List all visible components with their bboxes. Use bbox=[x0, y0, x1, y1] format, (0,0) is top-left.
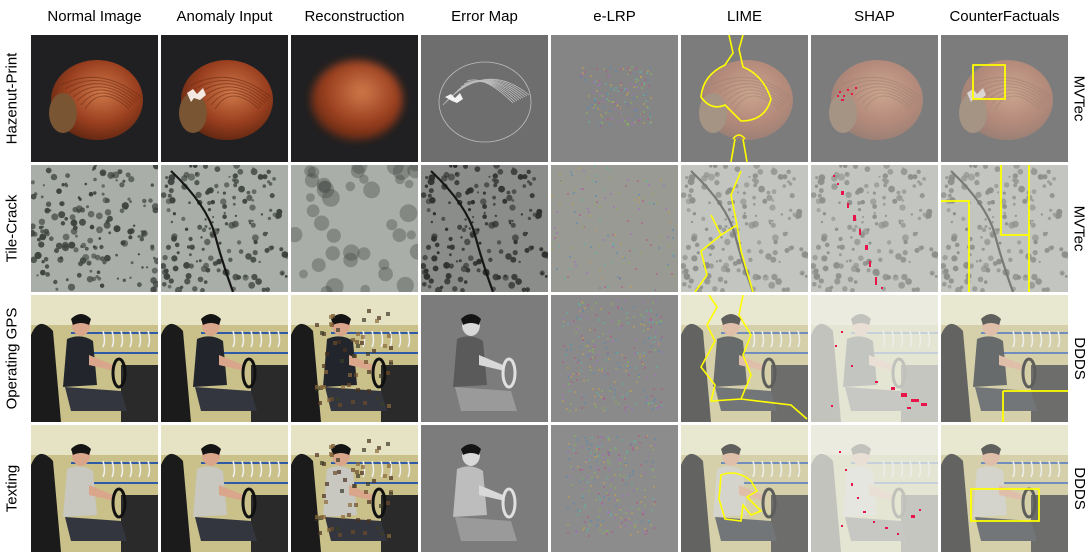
row-label-texting: Texting bbox=[0, 425, 24, 552]
row-label-tile-crack: Tile-Crack bbox=[0, 165, 24, 292]
image-hazenut-print-shap bbox=[811, 35, 938, 162]
normal-image-image bbox=[31, 425, 158, 552]
image-tile-crack-counterfactuals bbox=[941, 165, 1068, 292]
dataset-label-text: DDDS bbox=[1070, 337, 1088, 380]
image-texting-normal-image bbox=[31, 425, 158, 552]
image-tile-crack-reconstruction bbox=[291, 165, 418, 292]
shap-image bbox=[811, 295, 938, 422]
image-texting-anomaly-input bbox=[161, 425, 288, 552]
shap-image bbox=[811, 165, 938, 292]
row-label-hazenut-print: Hazenut-Print bbox=[0, 35, 24, 162]
dataset-label-ddds: DDDS bbox=[1067, 295, 1091, 422]
lime-image bbox=[681, 425, 808, 552]
image-tile-crack-error-map bbox=[421, 165, 548, 292]
reconstruction-image bbox=[291, 295, 418, 422]
error-map-image bbox=[421, 295, 548, 422]
dataset-label-text: MVTec bbox=[1070, 75, 1088, 122]
image-tile-crack-e-lrp bbox=[551, 165, 678, 292]
image-operating-gps-shap bbox=[811, 295, 938, 422]
lime-image bbox=[681, 295, 808, 422]
reconstruction-image bbox=[291, 165, 418, 292]
lime-image bbox=[681, 35, 808, 162]
anomaly-input-image bbox=[161, 165, 288, 292]
column-header-error-map: Error Map bbox=[451, 8, 518, 25]
dataset-label-ddds: DDDS bbox=[1067, 425, 1091, 552]
e-lrp-image bbox=[551, 35, 678, 162]
counterfactuals-image bbox=[941, 295, 1068, 422]
e-lrp-image bbox=[551, 165, 678, 292]
normal-image-image bbox=[31, 165, 158, 292]
row-label-text: Tile-Crack bbox=[3, 194, 21, 263]
image-hazenut-print-lime bbox=[681, 35, 808, 162]
error-map-image bbox=[421, 35, 548, 162]
image-texting-shap bbox=[811, 425, 938, 552]
image-operating-gps-reconstruction bbox=[291, 295, 418, 422]
column-header-e-lrp: e-LRP bbox=[593, 8, 636, 25]
image-hazenut-print-anomaly-input bbox=[161, 35, 288, 162]
dataset-label-text: MVTec bbox=[1070, 205, 1088, 252]
dataset-label-mvtec: MVTec bbox=[1067, 35, 1091, 162]
image-operating-gps-error-map bbox=[421, 295, 548, 422]
anomaly-input-image bbox=[161, 35, 288, 162]
counterfactuals-image bbox=[941, 35, 1068, 162]
dataset-label-mvtec: MVTec bbox=[1067, 165, 1091, 292]
normal-image-image bbox=[31, 295, 158, 422]
image-texting-counterfactuals bbox=[941, 425, 1068, 552]
row-label-text: Texting bbox=[3, 464, 21, 513]
reconstruction-image bbox=[291, 35, 418, 162]
shap-image bbox=[811, 35, 938, 162]
shap-image bbox=[811, 425, 938, 552]
image-operating-gps-anomaly-input bbox=[161, 295, 288, 422]
row-label-operating-gps: Operating GPS bbox=[0, 295, 24, 422]
column-header-shap: SHAP bbox=[854, 8, 895, 25]
e-lrp-image bbox=[551, 425, 678, 552]
image-tile-crack-shap bbox=[811, 165, 938, 292]
image-hazenut-print-reconstruction bbox=[291, 35, 418, 162]
column-header-reconstruction: Reconstruction bbox=[304, 8, 405, 25]
image-operating-gps-e-lrp bbox=[551, 295, 678, 422]
row-label-text: Operating GPS bbox=[3, 307, 21, 410]
image-tile-crack-lime bbox=[681, 165, 808, 292]
image-texting-lime bbox=[681, 425, 808, 552]
image-texting-e-lrp bbox=[551, 425, 678, 552]
error-map-image bbox=[421, 165, 548, 292]
counterfactuals-image bbox=[941, 425, 1068, 552]
e-lrp-image bbox=[551, 295, 678, 422]
image-operating-gps-normal-image bbox=[31, 295, 158, 422]
column-header-counterfactuals: CounterFactuals bbox=[949, 8, 1060, 25]
row-label-text: Hazenut-Print bbox=[3, 52, 21, 145]
reconstruction-image bbox=[291, 425, 418, 552]
image-hazenut-print-error-map bbox=[421, 35, 548, 162]
normal-image-image bbox=[31, 35, 158, 162]
image-tile-crack-normal-image bbox=[31, 165, 158, 292]
image-hazenut-print-normal-image bbox=[31, 35, 158, 162]
dataset-label-text: DDDS bbox=[1070, 467, 1088, 510]
lime-image bbox=[681, 165, 808, 292]
image-operating-gps-lime bbox=[681, 295, 808, 422]
anomaly-input-image bbox=[161, 425, 288, 552]
column-header-anomaly-input: Anomaly Input bbox=[176, 8, 273, 25]
image-tile-crack-anomaly-input bbox=[161, 165, 288, 292]
counterfactuals-image bbox=[941, 165, 1068, 292]
image-hazenut-print-e-lrp bbox=[551, 35, 678, 162]
anomaly-input-image bbox=[161, 295, 288, 422]
column-header-normal-image: Normal Image bbox=[47, 8, 142, 25]
column-header-lime: LIME bbox=[726, 8, 762, 25]
image-hazenut-print-counterfactuals bbox=[941, 35, 1068, 162]
image-operating-gps-counterfactuals bbox=[941, 295, 1068, 422]
image-texting-reconstruction bbox=[291, 425, 418, 552]
error-map-image bbox=[421, 425, 548, 552]
image-texting-error-map bbox=[421, 425, 548, 552]
